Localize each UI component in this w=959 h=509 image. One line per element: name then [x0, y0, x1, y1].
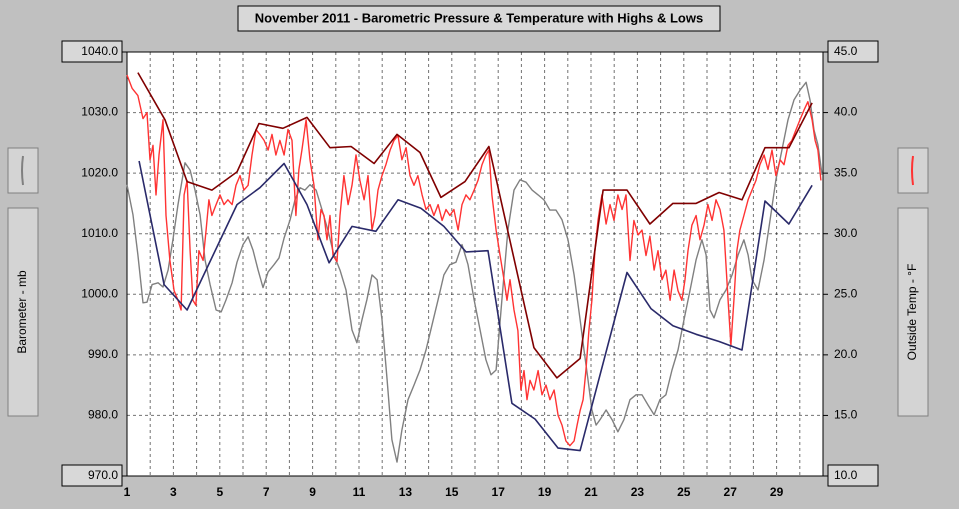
tick-label-box — [827, 40, 879, 63]
x-tick-label: 5 — [216, 485, 223, 499]
x-tick-label: 29 — [770, 485, 784, 499]
data-line — [137, 72, 813, 379]
x-tick-label: 25 — [677, 485, 691, 499]
data-line — [138, 160, 813, 452]
y2-tick-label: 40.0 — [834, 105, 858, 119]
y2-tick-label: 45.0 — [834, 44, 858, 58]
title-box — [237, 5, 721, 32]
y2-tick-label: 20.0 — [834, 347, 858, 361]
x-tick-label: 3 — [170, 485, 177, 499]
data-line — [126, 81, 823, 463]
tick-label-box — [61, 464, 123, 487]
tick-label-box — [827, 464, 879, 487]
y-axis-label: Barometer - mb — [15, 270, 29, 354]
x-tick-label: 27 — [724, 485, 738, 499]
axis-label-box — [897, 207, 929, 417]
y2-tick-label: 35.0 — [834, 165, 858, 179]
legend-swatch — [911, 155, 914, 186]
x-tick-label: 17 — [492, 485, 506, 499]
x-tick-label: 23 — [631, 485, 645, 499]
plot-border — [126, 51, 824, 477]
y2-tick-label: 10.0 — [834, 468, 858, 482]
tick-label-box — [61, 40, 123, 63]
x-tick-label: 9 — [309, 485, 316, 499]
x-tick-label: 15 — [445, 485, 459, 499]
y2-tick-label: 25.0 — [834, 286, 858, 300]
x-tick-label: 13 — [399, 485, 413, 499]
x-tick-label: 21 — [584, 485, 598, 499]
x-tick-label: 11 — [353, 485, 366, 499]
y2-tick-label: 15.0 — [834, 408, 858, 422]
y-tick-label: 1010.0 — [81, 226, 118, 240]
chart-title: November 2011 - Barometric Pressure & Te… — [255, 10, 703, 25]
y-tick-label: 990.0 — [88, 347, 118, 361]
y-tick-label: 970.0 — [88, 468, 118, 482]
y-tick-label: 1040.0 — [81, 44, 118, 58]
y-tick-label: 1000.0 — [81, 286, 118, 300]
y2-tick-label: 30.0 — [834, 226, 858, 240]
y-tick-label: 1020.0 — [81, 165, 118, 179]
legend-swatch — [21, 155, 24, 186]
axis-label-box — [7, 207, 39, 417]
y2-axis-label: Outside Temp - °F — [905, 264, 919, 361]
x-tick-label: 1 — [124, 485, 131, 499]
y-tick-label: 1030.0 — [81, 105, 118, 119]
data-line — [126, 74, 822, 447]
x-tick-label: 7 — [263, 485, 270, 499]
x-tick-label: 19 — [538, 485, 552, 499]
y-tick-label: 980.0 — [88, 408, 118, 422]
